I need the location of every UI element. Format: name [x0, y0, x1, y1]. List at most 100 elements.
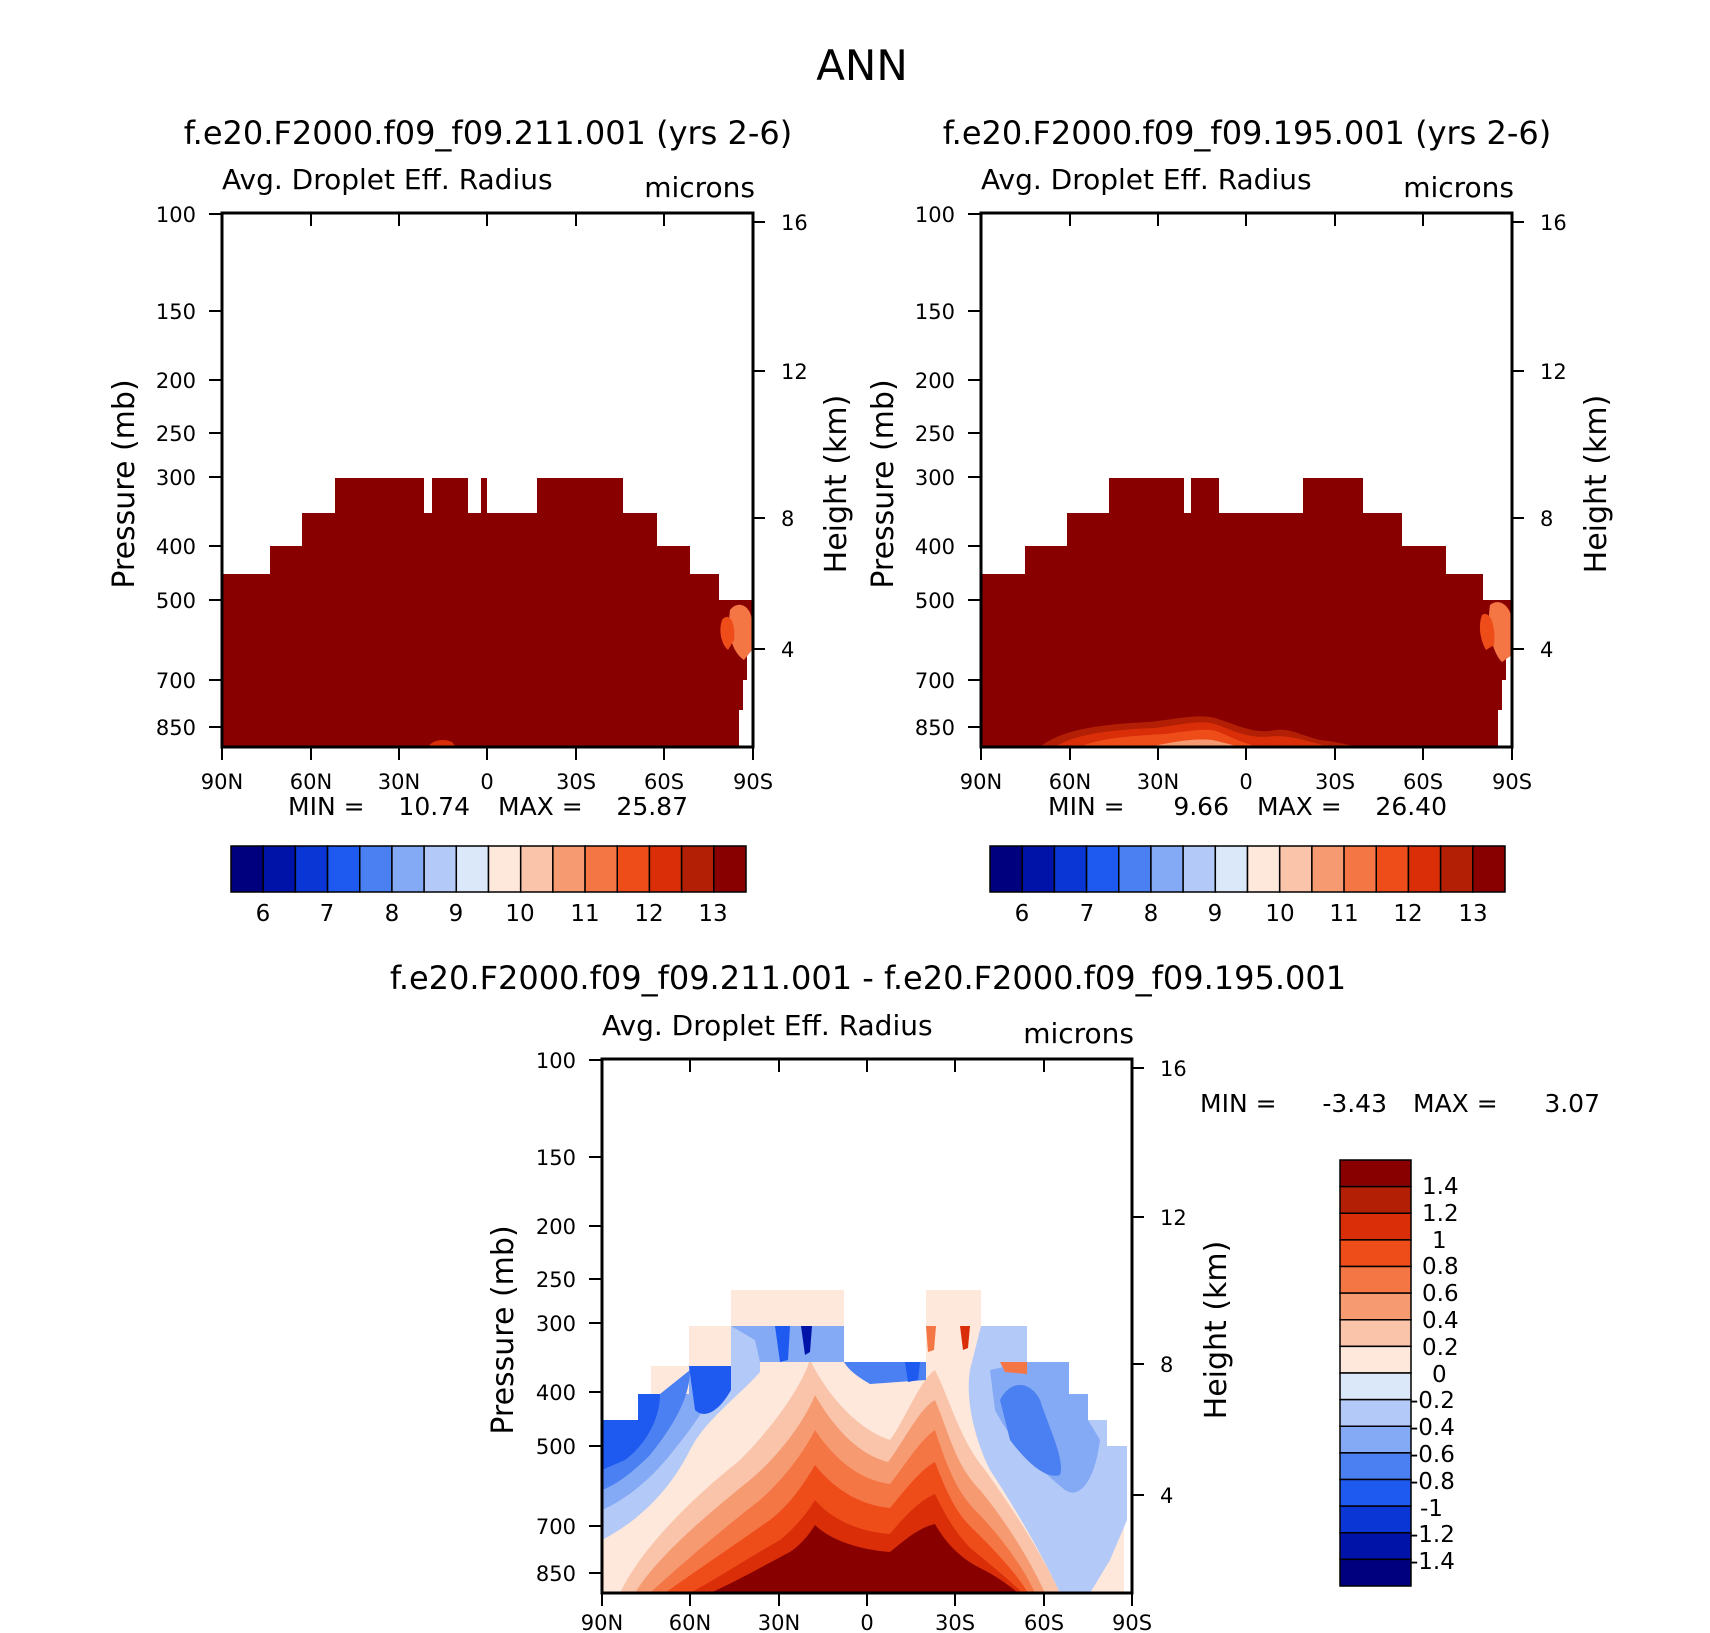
panel-2-ytick-right: 8 [1540, 507, 1553, 531]
panel-1-xtick: 60S [644, 770, 684, 794]
panel-2-colorbar-box [989, 845, 1023, 893]
panel-1-edge-shading-2 [720, 616, 735, 650]
panel-2-colorbar-label: 6 [1015, 901, 1030, 927]
panel-1-colorbar-label: 10 [505, 901, 534, 927]
panel-1-units: microns [644, 171, 755, 204]
panel-2-ytick: 200 [915, 369, 955, 393]
panel-1-colorbar-label: 11 [570, 901, 599, 927]
panel-3-colorbar-label: 1.2 [1422, 1201, 1459, 1227]
panel-3-min-value: -3.43 [1322, 1089, 1387, 1118]
panel-3-colorbar-label: 1.4 [1422, 1174, 1459, 1200]
panel-3-colorbar-box [1339, 1212, 1412, 1241]
panel-3-colorbar-box [1339, 1265, 1412, 1294]
panel-1-ytick-right: 8 [781, 507, 794, 531]
panel-2-ytick: 100 [915, 203, 955, 227]
panel-3-colorbar-label: -1 [1420, 1496, 1443, 1522]
panel-1-ytick: 100 [156, 203, 196, 227]
panel-3-ytick: 400 [536, 1381, 576, 1405]
panel-3-max-label: MAX = [1413, 1089, 1498, 1118]
panel-1-colorbar-box [294, 845, 329, 893]
panel-2-title: f.e20.F2000.f09_f09.195.001 (yrs 2-6) [943, 114, 1552, 152]
panel-1-ytick: 500 [156, 589, 196, 613]
panel-3-region-pos-6 [710, 1524, 1018, 1593]
panel-3-ytick: 850 [536, 1562, 576, 1586]
panel-3-colorbar-box [1339, 1478, 1412, 1507]
panel-2-colorbar-label: 8 [1144, 901, 1159, 927]
panel-2-colorbar-label: 12 [1393, 901, 1422, 927]
panel-1-colorbar-box [519, 845, 554, 893]
panel-3-colorbar-box [1339, 1505, 1412, 1534]
panel-1-ytick: 700 [156, 669, 196, 693]
panel-1-colorbar-box [455, 845, 490, 893]
panel-1-colorbar-label: 9 [449, 901, 464, 927]
panel-2-ylabel-right: Height (km) [1579, 395, 1614, 574]
panel-3-colorbar-label: -0.8 [1410, 1469, 1455, 1495]
panel-2-xtick: 30S [1315, 770, 1355, 794]
panel-2-colorbar-box [1407, 845, 1442, 893]
panel-2-colorbar-box [1311, 845, 1345, 893]
panel-3-ytick-right: 12 [1160, 1206, 1187, 1230]
panel-2-ytick-right: 4 [1540, 638, 1553, 662]
panel-1-xtick: 90S [733, 770, 773, 794]
panel-2-edge-shading [1488, 602, 1512, 662]
panel-1-max-value: 25.87 [616, 792, 688, 821]
panel-3-min-label: MIN = [1200, 1089, 1277, 1118]
panel-3-xtick: 90N [581, 1611, 623, 1633]
panel-3-colorbar-label: 0.2 [1422, 1335, 1459, 1361]
panel-1-colorbar-box [680, 845, 715, 893]
panel-2-cloud-region [981, 478, 1512, 747]
panel-2-ytick: 500 [915, 589, 955, 613]
panel-2-colorbar-box [1246, 845, 1281, 893]
panel-3-ytick-right: 16 [1160, 1057, 1187, 1081]
panel-1-colorbar-label: 6 [256, 901, 271, 927]
panel-3-subtitle: Avg. Droplet Eff. Radius [602, 1009, 933, 1042]
panel-3-colorbar: 1.4 1.2 1 0.8 0.6 0.4 0.2 0 -0.2 -0.4 -0… [1339, 1159, 1459, 1587]
panel-1-colorbar-label: 7 [320, 901, 335, 927]
panel-2-colorbar-label: 11 [1329, 901, 1358, 927]
panel-3-colorbar-label: 0 [1432, 1362, 1447, 1388]
panel-3-colorbar-label: 0.8 [1422, 1254, 1459, 1280]
panel-1-colorbar-label: 13 [698, 901, 727, 927]
panel-3-region-neg-8 [1000, 1385, 1061, 1476]
panel-2-xtick: 0 [1239, 770, 1252, 794]
panel-2-colorbar-box [1182, 845, 1217, 893]
panel-1-ytick-right: 12 [781, 360, 808, 384]
panel-2-ytick: 700 [915, 669, 955, 693]
panel-3-colorbar-box [1339, 1558, 1412, 1587]
panel-2-xtick: 90N [960, 770, 1002, 794]
panel-2-max-value: 26.40 [1375, 792, 1447, 821]
panel-3-region-top-4 [844, 1362, 926, 1384]
panel-1-xtick: 0 [480, 770, 493, 794]
panel-3-region-neg-5 [689, 1366, 731, 1414]
panel-3-xtick: 60S [1024, 1611, 1064, 1633]
panel-1-colorbar-box [391, 845, 425, 893]
panel-1-ytick-right: 4 [781, 638, 794, 662]
panel-3-colorbar-box [1339, 1452, 1412, 1481]
panel-2-edge-shading-2 [1479, 614, 1495, 650]
figure-title: ANN [816, 41, 908, 90]
panel-1-xtick: 30S [556, 770, 596, 794]
panel-3-colorbar-box [1339, 1185, 1412, 1214]
panel-2-ytick: 300 [915, 466, 955, 490]
panel-1-colorbar-label: 12 [634, 901, 663, 927]
panel-3-ytick: 100 [536, 1049, 576, 1073]
panel-3-region-top-3 [801, 1326, 812, 1355]
panel-2-colorbar-label: 10 [1265, 901, 1294, 927]
panel-3-region-top-8 [1000, 1362, 1027, 1374]
panel-3-ytick: 700 [536, 1515, 576, 1539]
panel-3-region-top-6 [926, 1326, 936, 1352]
panel-3-colorbar-label: 1 [1432, 1228, 1447, 1254]
panel-1-subtitle: Avg. Droplet Eff. Radius [222, 163, 553, 196]
panel-1-colorbar-box [423, 845, 458, 893]
panel-1-title: f.e20.F2000.f09_f09.211.001 (yrs 2-6) [184, 114, 793, 152]
panel-1-colorbar-box [487, 845, 522, 893]
panel-1-ytick: 200 [156, 369, 196, 393]
panel-3-units: microns [1023, 1017, 1134, 1050]
panel-2-units: microns [1403, 171, 1514, 204]
panel-3-xtick: 90S [1112, 1611, 1152, 1633]
panel-3-ytick-right: 8 [1160, 1353, 1173, 1377]
panel-2-min-value: 9.66 [1173, 792, 1229, 821]
panel-3-ylabel-right: Height (km) [1199, 1241, 1234, 1420]
panel-3-colorbar-box [1339, 1372, 1412, 1401]
